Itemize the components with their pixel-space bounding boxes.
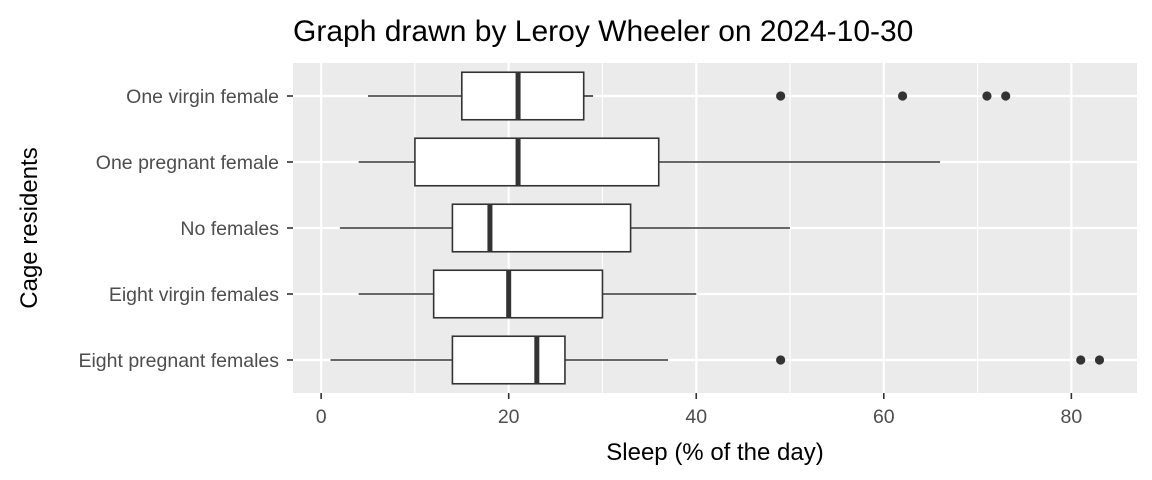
y-axis: One virgin female One pregnant female No f… bbox=[78, 86, 293, 372]
iqr-box bbox=[460, 71, 585, 121]
iqr-box bbox=[432, 269, 604, 319]
x-tick-label: 0 bbox=[316, 406, 327, 428]
x-tick-label: 60 bbox=[873, 406, 895, 428]
iqr-box bbox=[414, 137, 660, 187]
box-one-virgin-female bbox=[368, 71, 1011, 121]
outlier-point bbox=[982, 91, 992, 101]
outlier-point bbox=[776, 91, 786, 101]
y-tick-label: Eight pregnant females bbox=[78, 350, 279, 372]
x-tick-label: 20 bbox=[498, 406, 520, 428]
y-tick-label: One virgin female bbox=[126, 86, 279, 108]
x-axis-title: Sleep (% of the day) bbox=[606, 439, 823, 466]
outlier-point bbox=[1094, 355, 1105, 365]
box-eight-virgin-females bbox=[358, 269, 697, 319]
y-tick-label: Eight virgin females bbox=[109, 284, 279, 306]
box-eight-pregnant-females bbox=[330, 335, 1105, 385]
iqr-box bbox=[451, 203, 632, 253]
boxes-layer bbox=[330, 71, 1105, 385]
y-axis-title: Cage residents bbox=[16, 147, 43, 308]
y-tick-label: One pregnant female bbox=[96, 152, 279, 174]
box-no-females bbox=[339, 203, 791, 253]
outlier-point bbox=[1076, 355, 1086, 365]
x-axis: 0 20 40 60 80 bbox=[316, 393, 1083, 428]
y-tick-label: No females bbox=[180, 218, 279, 240]
chart-title: Graph drawn by Leroy Wheeler on 2024-10-… bbox=[293, 15, 913, 48]
outlier-point bbox=[897, 91, 908, 101]
x-tick-label: 80 bbox=[1061, 406, 1083, 428]
iqr-box bbox=[451, 335, 566, 385]
outlier-point bbox=[776, 355, 786, 365]
box-one-pregnant-female bbox=[358, 137, 941, 187]
outlier-point bbox=[1001, 91, 1011, 101]
x-tick-label: 40 bbox=[685, 406, 707, 428]
